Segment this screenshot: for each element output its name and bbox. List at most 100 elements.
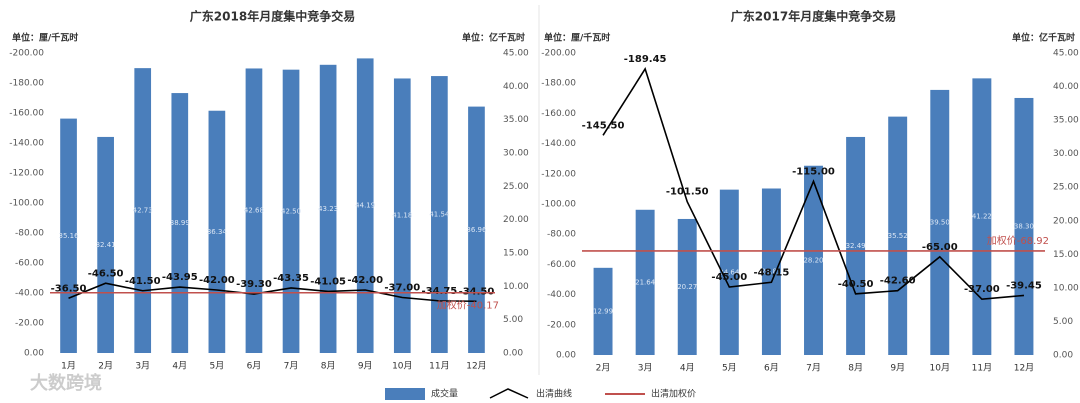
- line-value-label: -43.95: [162, 272, 198, 283]
- legend-label: 出清加权价: [651, 388, 696, 400]
- bar: [60, 118, 77, 353]
- bar-value-label: 38.99: [170, 219, 190, 227]
- y-tick-label: -100.00: [541, 200, 576, 210]
- bar-value-label: 38.30: [1014, 222, 1034, 230]
- bar-value-label: 32.41: [96, 241, 116, 249]
- x-tick-label: 4月: [172, 361, 187, 372]
- line-value-label: -42.00: [347, 275, 383, 286]
- y2-tick-label: 20.00: [1053, 216, 1079, 226]
- line-value-label: -36.50: [51, 283, 87, 294]
- y2-tick-label: 15.00: [1053, 250, 1079, 260]
- x-tick-label: 8月: [321, 361, 336, 372]
- y-tick-label: -80.00: [15, 229, 44, 239]
- line-value-label: -39.30: [236, 279, 272, 290]
- y-tick-label: -20.00: [547, 320, 576, 330]
- legend-label: 成交量: [431, 388, 458, 400]
- bar: [888, 116, 908, 355]
- line-value-label: -45.00: [711, 272, 747, 283]
- y2-tick-label: 10.00: [503, 282, 529, 292]
- bar: [134, 68, 152, 353]
- y2-tick-label: 25.00: [1053, 183, 1079, 193]
- y-tick-label: -60.00: [547, 260, 576, 270]
- bar-value-label: 43.23: [318, 205, 338, 213]
- x-tick-label: 5月: [210, 361, 225, 372]
- y-tick-label: -160.00: [9, 109, 44, 119]
- x-tick-label: 11月: [972, 363, 992, 374]
- bar: [635, 209, 655, 355]
- y2-tick-label: 30.00: [1053, 149, 1079, 159]
- line-value-label: -41.50: [125, 276, 161, 287]
- bar-value-label: 24.64: [719, 268, 740, 276]
- bar: [677, 218, 697, 355]
- y2-unit: 单位：亿千瓦时: [462, 32, 525, 44]
- x-tick-label: 4月: [680, 363, 695, 374]
- x-tick-label: 12月: [466, 361, 486, 372]
- line-value-label: -145.50: [582, 120, 625, 131]
- y2-tick-label: 0.00: [503, 349, 523, 359]
- y2-tick-label: 25.00: [503, 182, 529, 192]
- bar-value-label: 24.81: [761, 268, 781, 276]
- line-value-label: -65.00: [922, 242, 958, 253]
- bar: [319, 64, 337, 354]
- bar: [593, 267, 613, 355]
- y2-unit: 单位：亿千瓦时: [1012, 32, 1075, 44]
- y2-tick-label: 45.00: [1053, 49, 1079, 59]
- bar-value-label: 20.27: [677, 283, 697, 291]
- y-tick-label: -140.00: [9, 139, 44, 149]
- bar-value-label: 35.16: [59, 232, 80, 240]
- y2-tick-label: 40.00: [1053, 82, 1079, 92]
- bar-value-label: 42.73: [133, 207, 153, 215]
- bar-value-label: 32.49: [846, 242, 866, 250]
- bar: [846, 136, 866, 355]
- bar-value-label: 44.19: [355, 202, 375, 210]
- bar: [431, 76, 448, 354]
- bar: [1014, 97, 1034, 355]
- x-tick-label: 3月: [638, 363, 653, 374]
- line-value-label: -43.35: [273, 273, 309, 284]
- y2-tick-label: 5.00: [503, 315, 523, 325]
- y-tick-label: -100.00: [9, 199, 44, 209]
- line-value-label: -34.75: [421, 286, 457, 297]
- bar: [245, 68, 263, 353]
- x-tick-label: 8月: [848, 363, 863, 374]
- bar-value-label: 41.22: [972, 213, 992, 221]
- y-tick-label: -40.00: [547, 290, 576, 300]
- chart-title: 广东2017年月度集中竞争交易: [731, 9, 896, 24]
- line-value-label: -115.00: [792, 166, 835, 177]
- y-tick-label: -40.00: [15, 289, 44, 299]
- x-tick-label: 6月: [247, 361, 262, 372]
- bar-value-label: 41.18: [392, 212, 412, 220]
- x-tick-label: 7月: [284, 361, 299, 372]
- legend-swatch: [489, 388, 529, 399]
- y2-tick-label: 35.00: [503, 115, 529, 125]
- x-tick-label: 5月: [722, 363, 737, 374]
- bar: [282, 69, 300, 354]
- y-tick-label: -140.00: [541, 139, 576, 149]
- y-tick-label: -120.00: [541, 169, 576, 179]
- y-tick-label: -20.00: [15, 319, 44, 329]
- y2-tick-label: 35.00: [1053, 116, 1079, 126]
- bar: [930, 89, 950, 356]
- line-value-label: -46.50: [88, 268, 124, 279]
- x-tick-label: 9月: [890, 363, 905, 374]
- x-tick-label: 9月: [358, 361, 373, 372]
- x-tick-label: 1月: [61, 361, 76, 372]
- y2-tick-label: 0.00: [1053, 351, 1073, 361]
- y2-tick-label: 5.00: [1053, 317, 1073, 327]
- y2-tick-label: 40.00: [503, 82, 529, 92]
- y2-tick-label: 30.00: [503, 149, 529, 159]
- bar-value-label: 42.50: [281, 207, 301, 215]
- bar-value-label: 28.20: [803, 256, 823, 264]
- line-value-label: -41.05: [310, 276, 346, 287]
- line-value-label: -48.15: [754, 267, 790, 278]
- x-tick-label: 3月: [135, 361, 150, 372]
- line-value-label: -37.00: [964, 284, 1000, 295]
- x-tick-label: 10月: [930, 363, 950, 374]
- y-tick-label: -180.00: [9, 79, 44, 89]
- x-tick-label: 2月: [596, 363, 611, 374]
- x-tick-label: 12月: [1014, 363, 1034, 374]
- y-tick-label: -180.00: [541, 79, 576, 89]
- y2-tick-label: 45.00: [503, 49, 529, 59]
- bar-value-label: 41.54: [429, 211, 450, 219]
